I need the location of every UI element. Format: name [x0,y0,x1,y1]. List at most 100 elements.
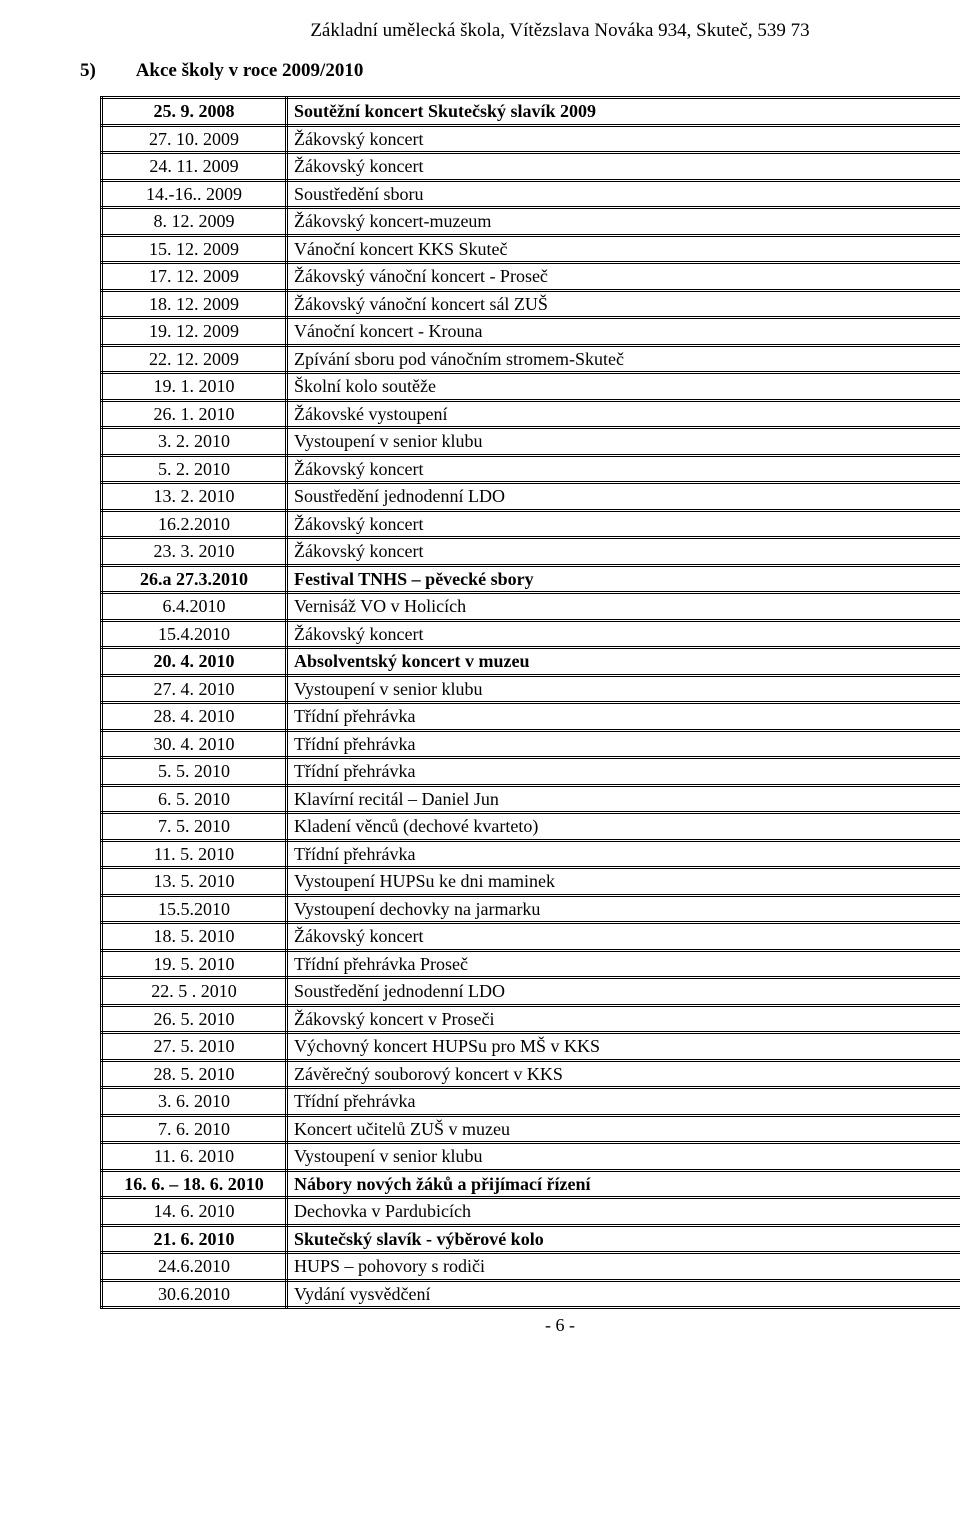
table-row: 22. 12. 2009Zpívání sboru pod vánočním s… [102,345,960,373]
event-description: Závěrečný souborový koncert v KKS [287,1060,960,1088]
event-date: 8. 12. 2009 [102,208,287,236]
event-date: 26. 1. 2010 [102,400,287,428]
event-description: Třídní přehrávka Proseč [287,950,960,978]
event-date: 5. 2. 2010 [102,455,287,483]
event-date: 19. 5. 2010 [102,950,287,978]
event-date: 27. 5. 2010 [102,1033,287,1061]
event-date: 19. 12. 2009 [102,318,287,346]
event-date: 24.6.2010 [102,1253,287,1281]
event-description: Vernisáž VO v Holicích [287,593,960,621]
table-row: 8. 12. 2009Žákovský koncert-muzeum [102,208,960,236]
event-description: Žákovský koncert [287,510,960,538]
table-row: 17. 12. 2009Žákovský vánoční koncert - P… [102,263,960,291]
event-description: Žákovský koncert [287,538,960,566]
table-row: 23. 3. 2010Žákovský koncert [102,538,960,566]
event-description: Žákovský koncert [287,923,960,951]
table-row: 26. 5. 2010Žákovský koncert v Proseči [102,1005,960,1033]
event-description: Soustředění jednodenní LDO [287,483,960,511]
event-description: Výchovný koncert HUPSu pro MŠ v KKS [287,1033,960,1061]
table-row: 6.4.2010Vernisáž VO v Holicích [102,593,960,621]
event-description: Vystoupení dechovky na jarmarku [287,895,960,923]
event-date: 18. 12. 2009 [102,290,287,318]
table-row: 18. 5. 2010Žákovský koncert [102,923,960,951]
table-row: 19. 12. 2009Vánoční koncert - Krouna [102,318,960,346]
page-number: - 6 - [80,1315,960,1336]
table-row: 22. 5 . 2010Soustředění jednodenní LDO [102,978,960,1006]
table-row: 24. 11. 2009Žákovský koncert [102,153,960,181]
event-description: Žákovský koncert [287,620,960,648]
event-description: Třídní přehrávka [287,758,960,786]
event-date: 15.4.2010 [102,620,287,648]
event-date: 14.-16.. 2009 [102,180,287,208]
event-date: 21. 6. 2010 [102,1225,287,1253]
event-date: 24. 11. 2009 [102,153,287,181]
table-row: 6. 5. 2010Klavírní recitál – Daniel Jun [102,785,960,813]
event-date: 18. 5. 2010 [102,923,287,951]
event-date: 19. 1. 2010 [102,373,287,401]
event-date: 25. 9. 2008 [102,98,287,126]
table-row: 15. 12. 2009Vánoční koncert KKS Skuteč [102,235,960,263]
event-date: 27. 10. 2009 [102,125,287,153]
table-row: 14. 6. 2010Dechovka v Pardubicích [102,1198,960,1226]
table-row: 7. 5. 2010Kladení věnců (dechové kvartet… [102,813,960,841]
section-heading: Akce školy v roce 2009/2010 [136,60,364,81]
event-date: 7. 6. 2010 [102,1115,287,1143]
table-row: 25. 9. 2008Soutěžní koncert Skutečský sl… [102,98,960,126]
table-row: 3. 2. 2010Vystoupení v senior klubu [102,428,960,456]
event-description: Nábory nových žáků a přijímací řízení [287,1170,960,1198]
table-row: 27. 4. 2010Vystoupení v senior klubu [102,675,960,703]
event-date: 16. 6. – 18. 6. 2010 [102,1170,287,1198]
events-body: 25. 9. 2008Soutěžní koncert Skutečský sl… [102,98,960,1308]
table-row: 27. 10. 2009Žákovský koncert [102,125,960,153]
table-row: 24.6.2010HUPS – pohovory s rodiči [102,1253,960,1281]
event-description: Vydání vysvědčení [287,1280,960,1308]
event-date: 6.4.2010 [102,593,287,621]
table-row: 3. 6. 2010Třídní přehrávka [102,1088,960,1116]
table-row: 18. 12. 2009Žákovský vánoční koncert sál… [102,290,960,318]
table-row: 19. 1. 2010Školní kolo soutěže [102,373,960,401]
event-date: 22. 5 . 2010 [102,978,287,1006]
event-date: 11. 6. 2010 [102,1143,287,1171]
table-row: 5. 5. 2010Třídní přehrávka [102,758,960,786]
event-description: Skutečský slavík - výběrové kolo [287,1225,960,1253]
table-row: 28. 5. 2010Závěrečný souborový koncert v… [102,1060,960,1088]
event-date: 26.a 27.3.2010 [102,565,287,593]
event-description: Třídní přehrávka [287,840,960,868]
event-description: Žákovský koncert v Proseči [287,1005,960,1033]
table-row: 16. 6. – 18. 6. 2010Nábory nových žáků a… [102,1170,960,1198]
section-number: 5) [80,60,132,82]
event-description: Žákovské vystoupení [287,400,960,428]
event-description: Zpívání sboru pod vánočním stromem-Skute… [287,345,960,373]
event-description: Školní kolo soutěže [287,373,960,401]
event-description: Vánoční koncert - Krouna [287,318,960,346]
event-description: Soutěžní koncert Skutečský slavík 2009 [287,98,960,126]
event-date: 16.2.2010 [102,510,287,538]
event-date: 30.6.2010 [102,1280,287,1308]
event-description: Absolventský koncert v muzeu [287,648,960,676]
event-description: Žákovský koncert [287,153,960,181]
event-date: 26. 5. 2010 [102,1005,287,1033]
event-description: Koncert učitelů ZUŠ v muzeu [287,1115,960,1143]
event-description: Žákovský koncert [287,455,960,483]
event-description: Vánoční koncert KKS Skuteč [287,235,960,263]
event-date: 20. 4. 2010 [102,648,287,676]
event-date: 13. 5. 2010 [102,868,287,896]
event-date: 7. 5. 2010 [102,813,287,841]
table-row: 11. 6. 2010Vystoupení v senior klubu [102,1143,960,1171]
event-date: 6. 5. 2010 [102,785,287,813]
event-description: Vystoupení v senior klubu [287,675,960,703]
event-date: 14. 6. 2010 [102,1198,287,1226]
table-row: 13. 2. 2010Soustředění jednodenní LDO [102,483,960,511]
event-description: Kladení věnců (dechové kvarteto) [287,813,960,841]
table-row: 27. 5. 2010Výchovný koncert HUPSu pro MŠ… [102,1033,960,1061]
table-row: 14.-16.. 2009Soustředění sboru [102,180,960,208]
event-date: 5. 5. 2010 [102,758,287,786]
event-description: Soustředění sboru [287,180,960,208]
event-description: Třídní přehrávka [287,730,960,758]
event-date: 27. 4. 2010 [102,675,287,703]
table-row: 15.5.2010Vystoupení dechovky na jarmarku [102,895,960,923]
table-row: 7. 6. 2010Koncert učitelů ZUŠ v muzeu [102,1115,960,1143]
event-description: Vystoupení v senior klubu [287,1143,960,1171]
event-date: 3. 6. 2010 [102,1088,287,1116]
event-date: 23. 3. 2010 [102,538,287,566]
